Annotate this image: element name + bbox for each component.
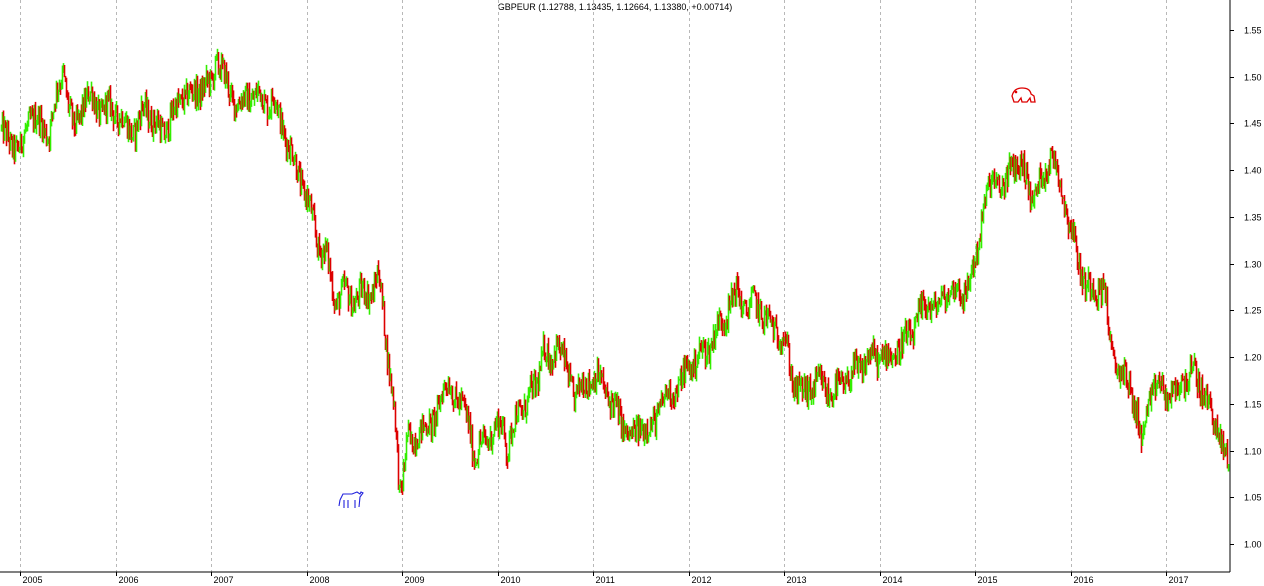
bear-icon <box>1011 87 1036 103</box>
x-tick-label: 2008 <box>310 575 330 585</box>
x-tick-label: 2006 <box>119 575 139 585</box>
bull-icon <box>338 491 364 508</box>
axes <box>0 0 1231 573</box>
y-tick-label: 1.55 <box>1244 26 1262 36</box>
vertical-grid <box>20 0 1167 572</box>
y-tick-label: 1.10 <box>1244 447 1262 457</box>
y-tick-label: 1.50 <box>1244 73 1262 83</box>
x-tick-label: 2012 <box>692 575 712 585</box>
chart-title: GBPEUR (1.12788, 1.13435, 1.12664, 1.133… <box>497 2 733 12</box>
y-tick-label: 1.05 <box>1244 493 1262 503</box>
x-tick-label: 2015 <box>978 575 998 585</box>
x-tick-label: 2005 <box>23 575 43 585</box>
x-tick-label: 2007 <box>214 575 234 585</box>
x-tick-label: 2010 <box>501 575 521 585</box>
x-tick-label: 2009 <box>405 575 425 585</box>
y-tick-label: 1.00 <box>1244 540 1262 550</box>
x-tick-label: 2011 <box>596 575 615 585</box>
x-axis: 2005 2006 2007 2008 2009 2010 2011 2012 2013 2014… <box>20 572 1189 585</box>
y-tick-label: 1.20 <box>1244 353 1262 363</box>
x-tick-label: 2016 <box>1074 575 1094 585</box>
y-tick-label: 1.30 <box>1244 260 1262 270</box>
x-tick-label: 2013 <box>787 575 807 585</box>
y-tick-label: 1.45 <box>1244 119 1262 129</box>
y-tick-label: 1.15 <box>1244 400 1262 410</box>
y-tick-label: 1.25 <box>1244 306 1262 316</box>
candlesticks <box>0 48 1230 495</box>
y-tick-label: 1.40 <box>1244 166 1262 176</box>
y-axis: 1.00 1.05 1.10 1.15 1.20 1.25 1.30 1.35 1.40 1.45… <box>1230 26 1262 550</box>
x-tick-label: 2017 <box>1169 575 1189 585</box>
x-tick-label: 2014 <box>883 575 903 585</box>
y-tick-label: 1.35 <box>1244 213 1262 223</box>
